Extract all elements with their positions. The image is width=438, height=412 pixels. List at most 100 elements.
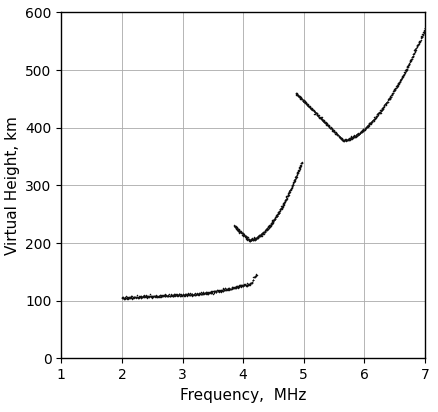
Point	[178, 292, 185, 298]
Point	[318, 113, 325, 120]
Point	[120, 294, 127, 301]
Point	[343, 137, 350, 144]
Point	[394, 83, 401, 89]
Point	[399, 74, 406, 80]
Point	[259, 229, 266, 235]
Point	[410, 51, 417, 58]
Point	[156, 293, 163, 300]
Point	[230, 285, 237, 292]
Point	[266, 223, 273, 229]
Point	[231, 284, 238, 291]
Point	[381, 101, 389, 108]
Point	[265, 223, 272, 229]
Point	[370, 117, 377, 123]
Point	[200, 289, 207, 296]
Point	[209, 290, 216, 297]
Point	[226, 285, 233, 292]
Point	[327, 125, 334, 131]
Point	[248, 237, 255, 243]
Point	[226, 286, 233, 292]
Point	[286, 189, 293, 196]
Point	[367, 120, 374, 126]
Point	[248, 279, 255, 286]
Point	[364, 123, 371, 130]
Point	[247, 280, 254, 286]
Point	[124, 296, 131, 302]
Point	[273, 213, 280, 219]
Point	[152, 293, 159, 299]
Point	[164, 293, 171, 299]
Point	[242, 234, 249, 241]
Point	[374, 111, 381, 117]
Point	[315, 113, 322, 120]
Point	[149, 293, 156, 300]
Point	[327, 124, 334, 131]
Point	[207, 289, 214, 296]
Point	[199, 291, 206, 297]
Point	[304, 102, 311, 109]
Point	[298, 159, 305, 166]
Point	[261, 228, 268, 235]
Point	[252, 235, 259, 241]
Point	[348, 133, 355, 140]
Point	[316, 115, 323, 121]
Point	[344, 137, 351, 144]
Point	[381, 102, 388, 109]
Point	[284, 193, 291, 199]
Point	[295, 93, 302, 99]
Point	[120, 295, 127, 302]
Point	[392, 84, 399, 91]
Point	[420, 28, 427, 35]
Point	[243, 282, 250, 289]
Point	[170, 293, 177, 299]
Point	[132, 295, 139, 301]
Point	[189, 290, 196, 297]
Point	[223, 286, 230, 293]
Point	[372, 115, 379, 122]
Point	[391, 87, 398, 93]
Point	[387, 93, 394, 100]
Point	[176, 291, 183, 298]
Point	[413, 44, 420, 51]
Point	[322, 119, 329, 126]
Point	[413, 43, 420, 49]
Point	[141, 294, 148, 301]
Point	[257, 233, 264, 239]
Point	[254, 234, 261, 241]
Point	[293, 91, 300, 97]
Point	[279, 202, 286, 208]
Point	[134, 295, 141, 301]
Point	[253, 235, 260, 241]
Point	[236, 284, 243, 290]
Point	[153, 292, 160, 299]
Point	[408, 56, 415, 62]
Point	[361, 126, 368, 132]
Point	[376, 110, 383, 117]
Point	[317, 115, 324, 122]
Point	[236, 227, 243, 234]
Point	[370, 117, 377, 123]
Point	[258, 232, 265, 239]
Point	[243, 236, 250, 243]
Point	[290, 179, 297, 185]
Point	[226, 286, 233, 292]
Point	[368, 119, 375, 126]
Point	[220, 286, 227, 293]
Point	[406, 60, 413, 67]
Point	[172, 292, 179, 299]
Point	[200, 289, 207, 296]
Point	[334, 132, 341, 138]
Point	[129, 295, 136, 302]
Point	[359, 128, 366, 135]
Point	[282, 196, 289, 202]
Point	[176, 291, 183, 297]
Point	[203, 289, 210, 295]
Point	[141, 294, 148, 301]
Point	[155, 293, 162, 299]
Point	[244, 234, 251, 240]
Point	[420, 28, 427, 35]
Point	[309, 105, 316, 112]
Point	[240, 230, 247, 236]
Point	[391, 86, 398, 92]
Point	[254, 234, 261, 241]
